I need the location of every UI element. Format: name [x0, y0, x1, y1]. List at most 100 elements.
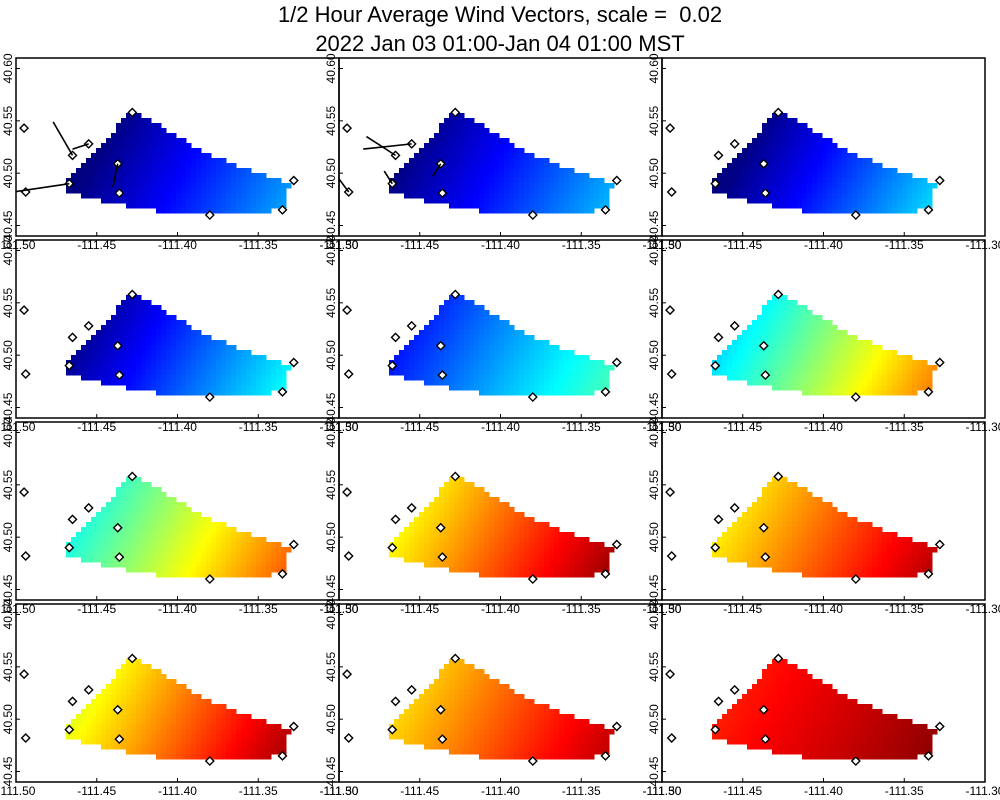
- x-tick-label: -111.35: [562, 420, 601, 434]
- y-tick-label: 40.45: [647, 756, 661, 786]
- station-marker: [277, 386, 288, 397]
- x-tick-label: -111.40: [804, 784, 843, 798]
- station-marker: [114, 188, 125, 199]
- station-marker: [934, 539, 945, 550]
- station-marker: [923, 386, 934, 397]
- y-tick-label: 40.50: [647, 340, 661, 370]
- x-tick-label: -111.35: [885, 602, 924, 616]
- y-tick-label: 40.45: [1, 392, 15, 422]
- station-marker: [666, 369, 677, 380]
- x-tick-label: -111.35: [239, 784, 278, 798]
- station-marker: [450, 289, 461, 300]
- station-marker: [114, 370, 125, 381]
- station-marker: [406, 684, 417, 695]
- station-marker: [760, 734, 771, 745]
- station-marker: [611, 539, 622, 550]
- station-marker: [934, 175, 945, 186]
- station-marker: [934, 357, 945, 368]
- station-marker: [127, 107, 138, 118]
- station-marker: [666, 733, 677, 744]
- station-marker: [713, 696, 724, 707]
- wind-vector: [16, 182, 70, 193]
- y-tick-label: 40.50: [324, 340, 338, 370]
- map-panel: -111.50-111.45-111.40-111.35-111.3040.45…: [643, 599, 1000, 798]
- map-panel: -111.50-111.45-111.40-111.35-111.3040.45…: [643, 235, 1000, 434]
- y-tick-label: 40.45: [1, 574, 15, 604]
- y-tick-label: 40.45: [647, 574, 661, 604]
- station-marker: [729, 320, 740, 331]
- station-marker: [713, 150, 724, 161]
- station-marker: [527, 392, 538, 403]
- map-panel: -111.50-111.45-111.40-111.35-111.3040.45…: [320, 53, 682, 252]
- wind-vector: [52, 121, 74, 156]
- x-tick-label: -111.45: [77, 602, 116, 616]
- x-tick-label: -111.35: [239, 238, 278, 252]
- station-marker: [437, 552, 448, 563]
- x-tick-label: -111.45: [723, 602, 762, 616]
- y-tick-label: 40.50: [324, 522, 338, 552]
- station-marker: [67, 332, 78, 343]
- y-tick-label: 40.60: [324, 235, 338, 265]
- x-tick-label: -111.30: [966, 420, 1000, 434]
- station-marker: [710, 178, 721, 189]
- y-tick-label: 40.60: [1, 235, 15, 265]
- wind-vector: [112, 163, 119, 187]
- station-marker: [710, 360, 721, 371]
- station-marker: [611, 721, 622, 732]
- station-marker: [758, 340, 769, 351]
- station-marker: [64, 178, 75, 189]
- y-tick-label: 40.60: [1, 53, 15, 83]
- x-tick-label: -111.40: [804, 420, 843, 434]
- x-tick-label: -111.35: [562, 238, 601, 252]
- wind-vector: [366, 135, 396, 157]
- y-tick-label: 40.60: [647, 417, 661, 447]
- x-tick-label: -111.45: [77, 238, 116, 252]
- station-marker: [760, 188, 771, 199]
- x-tick-label: -111.30: [966, 602, 1000, 616]
- x-tick-label: -111.35: [562, 784, 601, 798]
- station-marker: [934, 721, 945, 732]
- x-tick-label: -111.35: [562, 602, 601, 616]
- station-marker: [20, 369, 31, 380]
- y-tick-label: 40.50: [647, 158, 661, 188]
- x-tick-label: -111.45: [400, 238, 439, 252]
- x-tick-label: -111.50: [0, 420, 36, 434]
- station-marker: [387, 542, 398, 553]
- station-marker: [666, 551, 677, 562]
- x-tick-label: -111.50: [0, 784, 36, 798]
- x-tick-label: -111.35: [885, 420, 924, 434]
- station-marker: [435, 340, 446, 351]
- station-marker: [204, 756, 215, 767]
- x-tick-label: -111.35: [239, 420, 278, 434]
- x-tick-label: -111.40: [481, 420, 520, 434]
- map-panel: -111.50-111.45-111.40-111.35-111.3040.45…: [320, 235, 682, 434]
- station-marker: [343, 551, 354, 562]
- map-panel: -111.50-111.45-111.40-111.35-111.3040.45…: [320, 599, 682, 798]
- x-tick-label: -111.50: [320, 784, 359, 798]
- y-tick-label: 40.55: [647, 651, 661, 681]
- x-tick-label: -111.30: [643, 784, 682, 798]
- y-tick-label: 40.60: [1, 417, 15, 447]
- station-marker: [83, 502, 94, 513]
- station-marker: [527, 210, 538, 221]
- station-marker: [277, 568, 288, 579]
- station-marker: [387, 724, 398, 735]
- station-marker: [83, 684, 94, 695]
- x-tick-label: -111.40: [481, 238, 520, 252]
- station-marker: [437, 734, 448, 745]
- station-marker: [67, 514, 78, 525]
- station-marker: [114, 552, 125, 563]
- station-marker: [343, 369, 354, 380]
- station-marker: [204, 210, 215, 221]
- station-marker: [64, 542, 75, 553]
- y-tick-label: 40.45: [324, 392, 338, 422]
- station-marker: [773, 653, 784, 664]
- y-tick-label: 40.60: [324, 417, 338, 447]
- station-marker: [527, 756, 538, 767]
- station-marker: [342, 669, 353, 680]
- station-marker: [127, 289, 138, 300]
- wind-vector: [363, 143, 412, 150]
- station-marker: [390, 332, 401, 343]
- map-panel: -111.50-111.45-111.40-111.35-111.3040.45…: [0, 53, 359, 252]
- station-marker: [773, 107, 784, 118]
